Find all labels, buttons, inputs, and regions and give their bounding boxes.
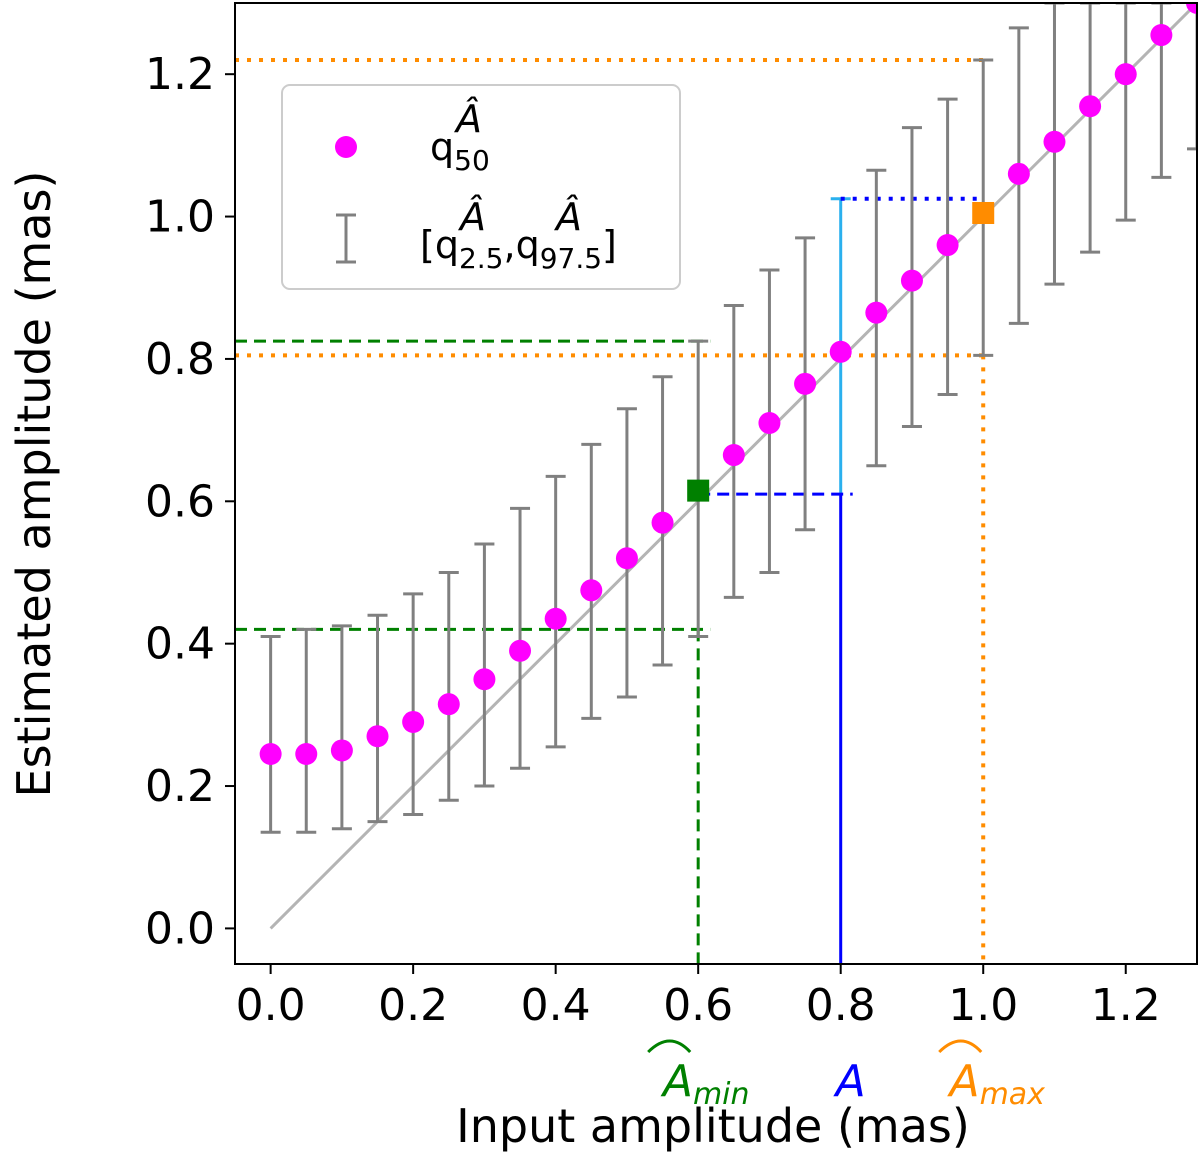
median-point <box>437 693 460 716</box>
median-point <box>722 444 745 467</box>
axis-ticks: 0.0 0.2 0.4 0.6 0.8 1.0 1.2 0.0 0.2 0.4 0.6 0.8 1.0 1… <box>145 49 1161 1031</box>
median-point <box>936 234 959 257</box>
legend-interval-label: [q2.5,q97.5] <box>420 223 617 275</box>
median-point <box>1079 95 1102 118</box>
A-min-label-hat <box>647 1039 692 1054</box>
x-tick-label: 0.4 <box>521 980 591 1031</box>
y-tick-label: 0.2 <box>145 761 215 812</box>
A-label: A <box>833 1056 866 1107</box>
A-min-label-text: Amin <box>660 1056 750 1112</box>
legend-median-symbol <box>335 136 357 158</box>
legend-median-label: q50 <box>430 125 490 177</box>
legend-interval-sup-low: Â <box>457 195 486 239</box>
y-tick-label: 0.0 <box>145 903 215 954</box>
x-tick-label: 0.8 <box>806 980 876 1031</box>
median-point <box>794 372 817 395</box>
legend-interval-sup-high: Â <box>553 195 582 239</box>
median-point <box>865 301 888 324</box>
median-point <box>402 710 425 733</box>
legend-median-sup: Â <box>453 97 482 141</box>
median-point <box>1150 24 1173 47</box>
max-marker <box>972 201 995 224</box>
median-point <box>509 639 532 662</box>
median-point <box>366 725 389 748</box>
median-point <box>580 579 603 602</box>
A-max-label: Amax <box>938 1039 1045 1112</box>
median-point <box>900 269 923 292</box>
y-tick-label: 0.8 <box>145 334 215 385</box>
min-marker <box>687 479 710 502</box>
x-tick-label: 0.6 <box>663 980 733 1031</box>
plot-area <box>235 3 1197 964</box>
median-point <box>295 743 318 766</box>
axis-labels: Input amplitude (mas) Estimated amplitud… <box>7 171 970 1153</box>
median-point <box>615 547 638 570</box>
A-min-label: Amin <box>647 1039 750 1112</box>
y-tick-label: 1.0 <box>145 192 215 243</box>
median-point <box>829 340 852 363</box>
A-max-label-hat <box>938 1039 983 1054</box>
marker-labels: Amin A Amax <box>647 1039 1045 1112</box>
median-point <box>259 743 282 766</box>
y-tick-label: 1.2 <box>145 49 215 100</box>
legend-box <box>281 84 681 290</box>
x-axis-label: Input amplitude (mas) <box>456 1099 970 1153</box>
median-point <box>330 739 353 762</box>
median-point <box>473 668 496 691</box>
x-tick-label: 0.0 <box>236 980 306 1031</box>
median-point <box>651 511 674 534</box>
median-point <box>1114 63 1137 86</box>
y-tick-label: 0.6 <box>145 476 215 527</box>
median-point <box>1186 3 1197 14</box>
A-label-text: A <box>833 1056 866 1107</box>
x-tick-label: 1.0 <box>948 980 1018 1031</box>
plot-content <box>235 3 1197 964</box>
plot-frame <box>234 2 1198 965</box>
x-tick-label: 0.2 <box>378 980 448 1031</box>
median-point <box>758 411 781 434</box>
y-tick-label: 0.4 <box>145 619 215 670</box>
A-max-label-text: Amax <box>946 1056 1045 1112</box>
median-point <box>1007 162 1030 185</box>
median-point <box>1043 130 1066 153</box>
x-tick-label: 1.2 <box>1091 980 1161 1031</box>
median-point <box>544 607 567 630</box>
y-axis-label: Estimated amplitude (mas) <box>7 171 61 798</box>
